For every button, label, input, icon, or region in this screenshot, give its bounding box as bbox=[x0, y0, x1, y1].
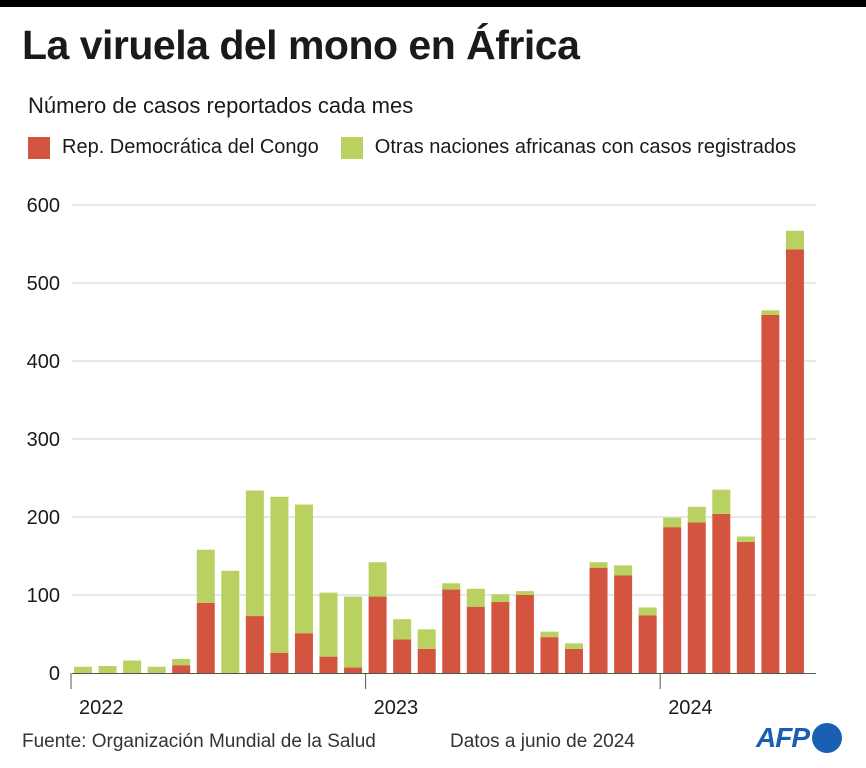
afp-logo-text: AFP bbox=[756, 722, 810, 753]
bar-drc bbox=[614, 575, 633, 673]
bar-others bbox=[368, 562, 387, 597]
legend-swatch-others bbox=[340, 136, 363, 159]
y-tick-label: 500 bbox=[27, 273, 60, 295]
chart-subtitle: Número de casos reportados cada mes bbox=[28, 93, 414, 118]
bar-drc bbox=[344, 667, 363, 673]
bar-drc bbox=[442, 589, 461, 673]
bar-drc bbox=[417, 648, 436, 673]
legend-label-others: Otras naciones africanas con casos regis… bbox=[374, 136, 797, 158]
legend-swatch-drc bbox=[28, 136, 50, 159]
x-tick-label: 2022 bbox=[79, 697, 124, 719]
bar-others bbox=[442, 583, 461, 590]
bar-drc bbox=[565, 648, 583, 673]
bar-others bbox=[638, 607, 657, 616]
bar-others bbox=[466, 588, 485, 607]
bar-drc bbox=[294, 633, 313, 673]
bar-others bbox=[785, 230, 804, 250]
bar-others bbox=[540, 631, 559, 638]
bar-drc bbox=[368, 596, 387, 673]
bar-others bbox=[123, 660, 142, 673]
bar-others bbox=[736, 536, 755, 542]
bar-drc bbox=[687, 522, 706, 673]
bar-drc bbox=[712, 513, 731, 673]
bar-drc bbox=[663, 527, 682, 673]
x-tick-label: 2024 bbox=[668, 697, 713, 719]
y-tick-label: 200 bbox=[27, 507, 60, 529]
stacked-bar-chart: 0 100 200 300 400 500 600 2022 2023 2024 bbox=[27, 195, 816, 719]
bar-drc bbox=[172, 665, 191, 673]
bar-others bbox=[147, 666, 166, 673]
legend-item-others: Otras naciones africanas con casos regis… bbox=[340, 136, 797, 159]
bar-drc bbox=[393, 639, 412, 673]
chart-title: La viruela del mono en África bbox=[22, 22, 580, 68]
date-note: Datos a junio de 2024 bbox=[450, 731, 635, 752]
bar-others bbox=[270, 496, 289, 653]
bar-others bbox=[687, 506, 706, 523]
bar-drc bbox=[270, 652, 289, 673]
afp-logo-dot bbox=[812, 723, 842, 753]
bar-drc bbox=[245, 616, 264, 673]
legend-label-drc: Rep. Democrática del Congo bbox=[62, 136, 319, 158]
bar-others bbox=[491, 594, 510, 603]
bar-others bbox=[74, 666, 92, 673]
bar-drc bbox=[761, 314, 780, 673]
y-tick-label: 400 bbox=[27, 351, 60, 373]
bar-others bbox=[712, 489, 731, 514]
bar-drc bbox=[196, 602, 215, 673]
bar-others bbox=[172, 658, 191, 666]
bar-others bbox=[393, 619, 412, 640]
bar-others bbox=[663, 517, 682, 528]
bar-others bbox=[761, 310, 780, 315]
bar-drc bbox=[638, 615, 657, 673]
bar-others bbox=[196, 549, 215, 603]
bar-others bbox=[614, 565, 633, 576]
bar-drc bbox=[736, 541, 755, 673]
bar-others bbox=[417, 629, 436, 649]
bar-others bbox=[98, 665, 117, 673]
bar-others bbox=[294, 504, 313, 634]
x-tick-label: 2023 bbox=[374, 697, 419, 719]
bar-drc bbox=[589, 567, 608, 673]
bar-others bbox=[319, 592, 338, 657]
bar-others bbox=[515, 591, 534, 595]
y-tick-label: 0 bbox=[49, 663, 60, 685]
bar-drc bbox=[785, 249, 804, 673]
afp-logo: AFP bbox=[756, 722, 842, 754]
bar-others bbox=[589, 562, 608, 568]
bar-drc bbox=[319, 656, 338, 673]
legend: Rep. Democrática del Congo Otras nacione… bbox=[28, 136, 818, 159]
source-note: Fuente: Organización Mundial de la Salud bbox=[22, 731, 376, 752]
top-rule bbox=[0, 0, 866, 7]
bar-drc bbox=[466, 606, 485, 673]
bar-others bbox=[565, 643, 583, 649]
bar-drc bbox=[540, 637, 559, 673]
bar-others bbox=[221, 570, 240, 673]
bar-others bbox=[344, 596, 363, 668]
legend-item-drc: Rep. Democrática del Congo bbox=[28, 136, 319, 159]
y-tick-label: 300 bbox=[27, 429, 60, 451]
bar-drc bbox=[491, 602, 510, 673]
bar-others bbox=[245, 490, 264, 617]
bar-drc bbox=[515, 595, 534, 673]
y-tick-label: 100 bbox=[27, 585, 60, 607]
y-tick-label: 600 bbox=[27, 195, 60, 217]
